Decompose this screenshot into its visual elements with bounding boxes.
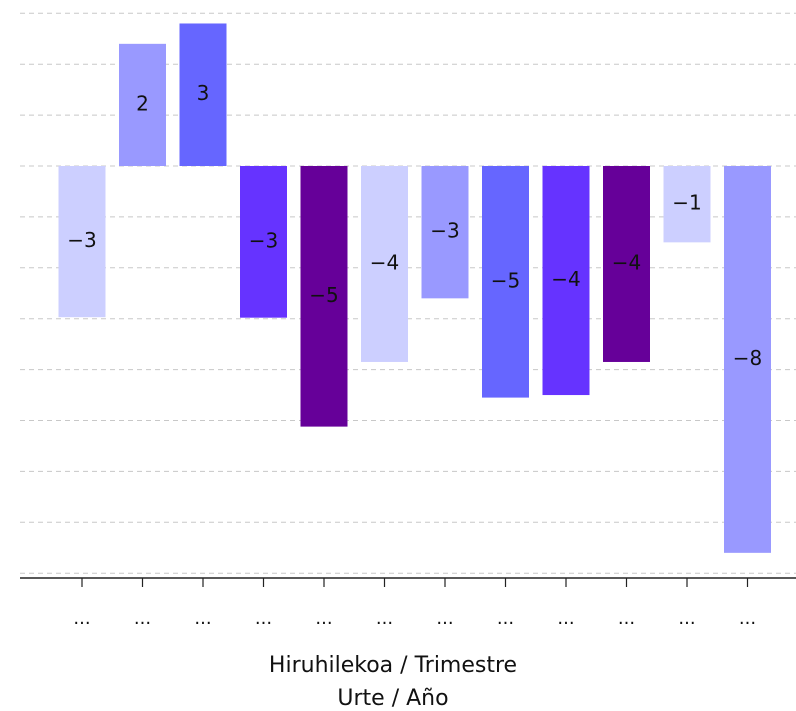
bar bbox=[58, 166, 106, 318]
bar-value-label: −4 bbox=[612, 250, 641, 274]
x-axis-title-line-1: Hiruhilekoa / Trimestre bbox=[269, 653, 517, 678]
bar bbox=[240, 166, 287, 318]
bar-value-label: −8 bbox=[733, 346, 762, 370]
bars bbox=[58, 23, 771, 553]
bar-value-label: −5 bbox=[309, 283, 338, 307]
bar bbox=[724, 166, 771, 553]
bar-value-label: −1 bbox=[672, 191, 701, 215]
x-tick-label: ... bbox=[194, 608, 211, 629]
bar-value-label: 3 bbox=[197, 81, 210, 105]
bar-value-label: −3 bbox=[430, 219, 459, 243]
x-tick-label: ... bbox=[255, 608, 272, 629]
bar-value-label: −3 bbox=[67, 228, 96, 252]
bar bbox=[361, 166, 408, 362]
x-axis-title-line-2: Urte / Año bbox=[337, 686, 448, 711]
x-tick-label: ... bbox=[73, 608, 90, 629]
bar bbox=[421, 166, 469, 299]
bar bbox=[300, 166, 348, 427]
bar bbox=[542, 166, 590, 396]
x-tick-label: ... bbox=[678, 608, 695, 629]
x-tick-label: ... bbox=[376, 608, 393, 629]
bar bbox=[179, 23, 227, 167]
bar-value-label: −4 bbox=[370, 250, 399, 274]
bar bbox=[119, 43, 166, 167]
bar-value-label: −3 bbox=[249, 228, 278, 252]
bar-value-label: −4 bbox=[551, 267, 580, 291]
x-tick-label: ... bbox=[436, 608, 453, 629]
x-tick-label: ... bbox=[739, 608, 756, 629]
bar bbox=[663, 166, 711, 243]
x-axis-ticks: .................................... bbox=[73, 578, 756, 629]
x-tick-label: ... bbox=[315, 608, 332, 629]
x-tick-label: ... bbox=[618, 608, 635, 629]
x-tick-label: ... bbox=[497, 608, 514, 629]
x-tick-label: ... bbox=[557, 608, 574, 629]
bar-value-labels: −3 2 3 −3 −5 −4 −3 −5 −4 −4 −1 −8 bbox=[67, 81, 762, 370]
bar bbox=[482, 166, 529, 398]
bar-value-label: 2 bbox=[136, 91, 149, 115]
bar-value-label: −5 bbox=[491, 268, 520, 292]
x-tick-label: ... bbox=[134, 608, 151, 629]
bar bbox=[603, 166, 650, 362]
